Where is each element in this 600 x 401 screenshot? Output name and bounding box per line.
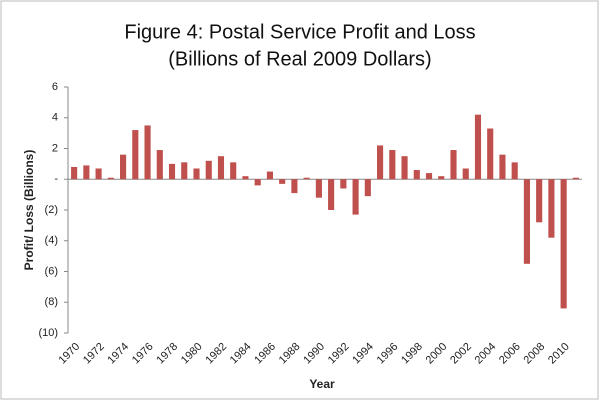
bar	[254, 179, 261, 186]
y-tick-label: 6	[52, 81, 58, 93]
x-axis-title: Year	[309, 377, 335, 391]
bar	[364, 179, 371, 197]
bar	[303, 177, 310, 180]
y-tick-label: (8)	[45, 296, 58, 308]
bar	[487, 128, 494, 180]
bar	[548, 179, 555, 238]
bar	[144, 125, 151, 180]
bar	[462, 168, 469, 180]
bar	[168, 163, 176, 180]
bar	[328, 179, 335, 210]
bar	[340, 179, 347, 189]
bar	[499, 154, 506, 180]
bar	[438, 176, 445, 180]
bar	[425, 173, 433, 180]
chart-subtitle: (Billions of Real 2009 Dollars)	[168, 48, 431, 70]
y-tick-label: -	[54, 173, 58, 185]
bar	[315, 179, 322, 198]
bar	[279, 179, 286, 184]
bar	[83, 165, 90, 180]
bar	[266, 171, 273, 180]
y-tick-label: (4)	[45, 235, 58, 247]
bar	[132, 130, 139, 180]
bar	[242, 176, 249, 180]
bar	[401, 156, 408, 180]
bar	[413, 170, 420, 180]
y-tick-label: 2	[52, 142, 58, 154]
bar	[107, 177, 114, 180]
bar	[389, 150, 396, 180]
y-axis-title: Profit/ Loss (Billions)	[22, 150, 36, 271]
bar	[450, 150, 457, 180]
bar	[156, 150, 163, 180]
bar	[560, 179, 567, 309]
bar	[572, 177, 579, 180]
bar	[536, 179, 543, 223]
bar	[205, 160, 212, 180]
y-tick-label: (10)	[38, 327, 58, 339]
bar	[523, 179, 530, 264]
bar	[377, 145, 384, 180]
y-tick-label: 4	[52, 112, 58, 124]
bar	[120, 154, 127, 180]
bar	[291, 179, 298, 194]
bar	[217, 156, 225, 180]
y-tick-label: (6)	[45, 265, 58, 277]
y-tick-label: (2)	[45, 204, 58, 216]
bar	[181, 162, 188, 180]
bar	[352, 179, 359, 215]
bar	[511, 162, 518, 180]
chart-title: Figure 4: Postal Service Profit and Loss	[124, 21, 475, 43]
bar	[95, 168, 102, 180]
bar	[71, 166, 78, 180]
bar	[474, 114, 482, 180]
bar	[193, 168, 200, 180]
bar	[230, 162, 237, 180]
